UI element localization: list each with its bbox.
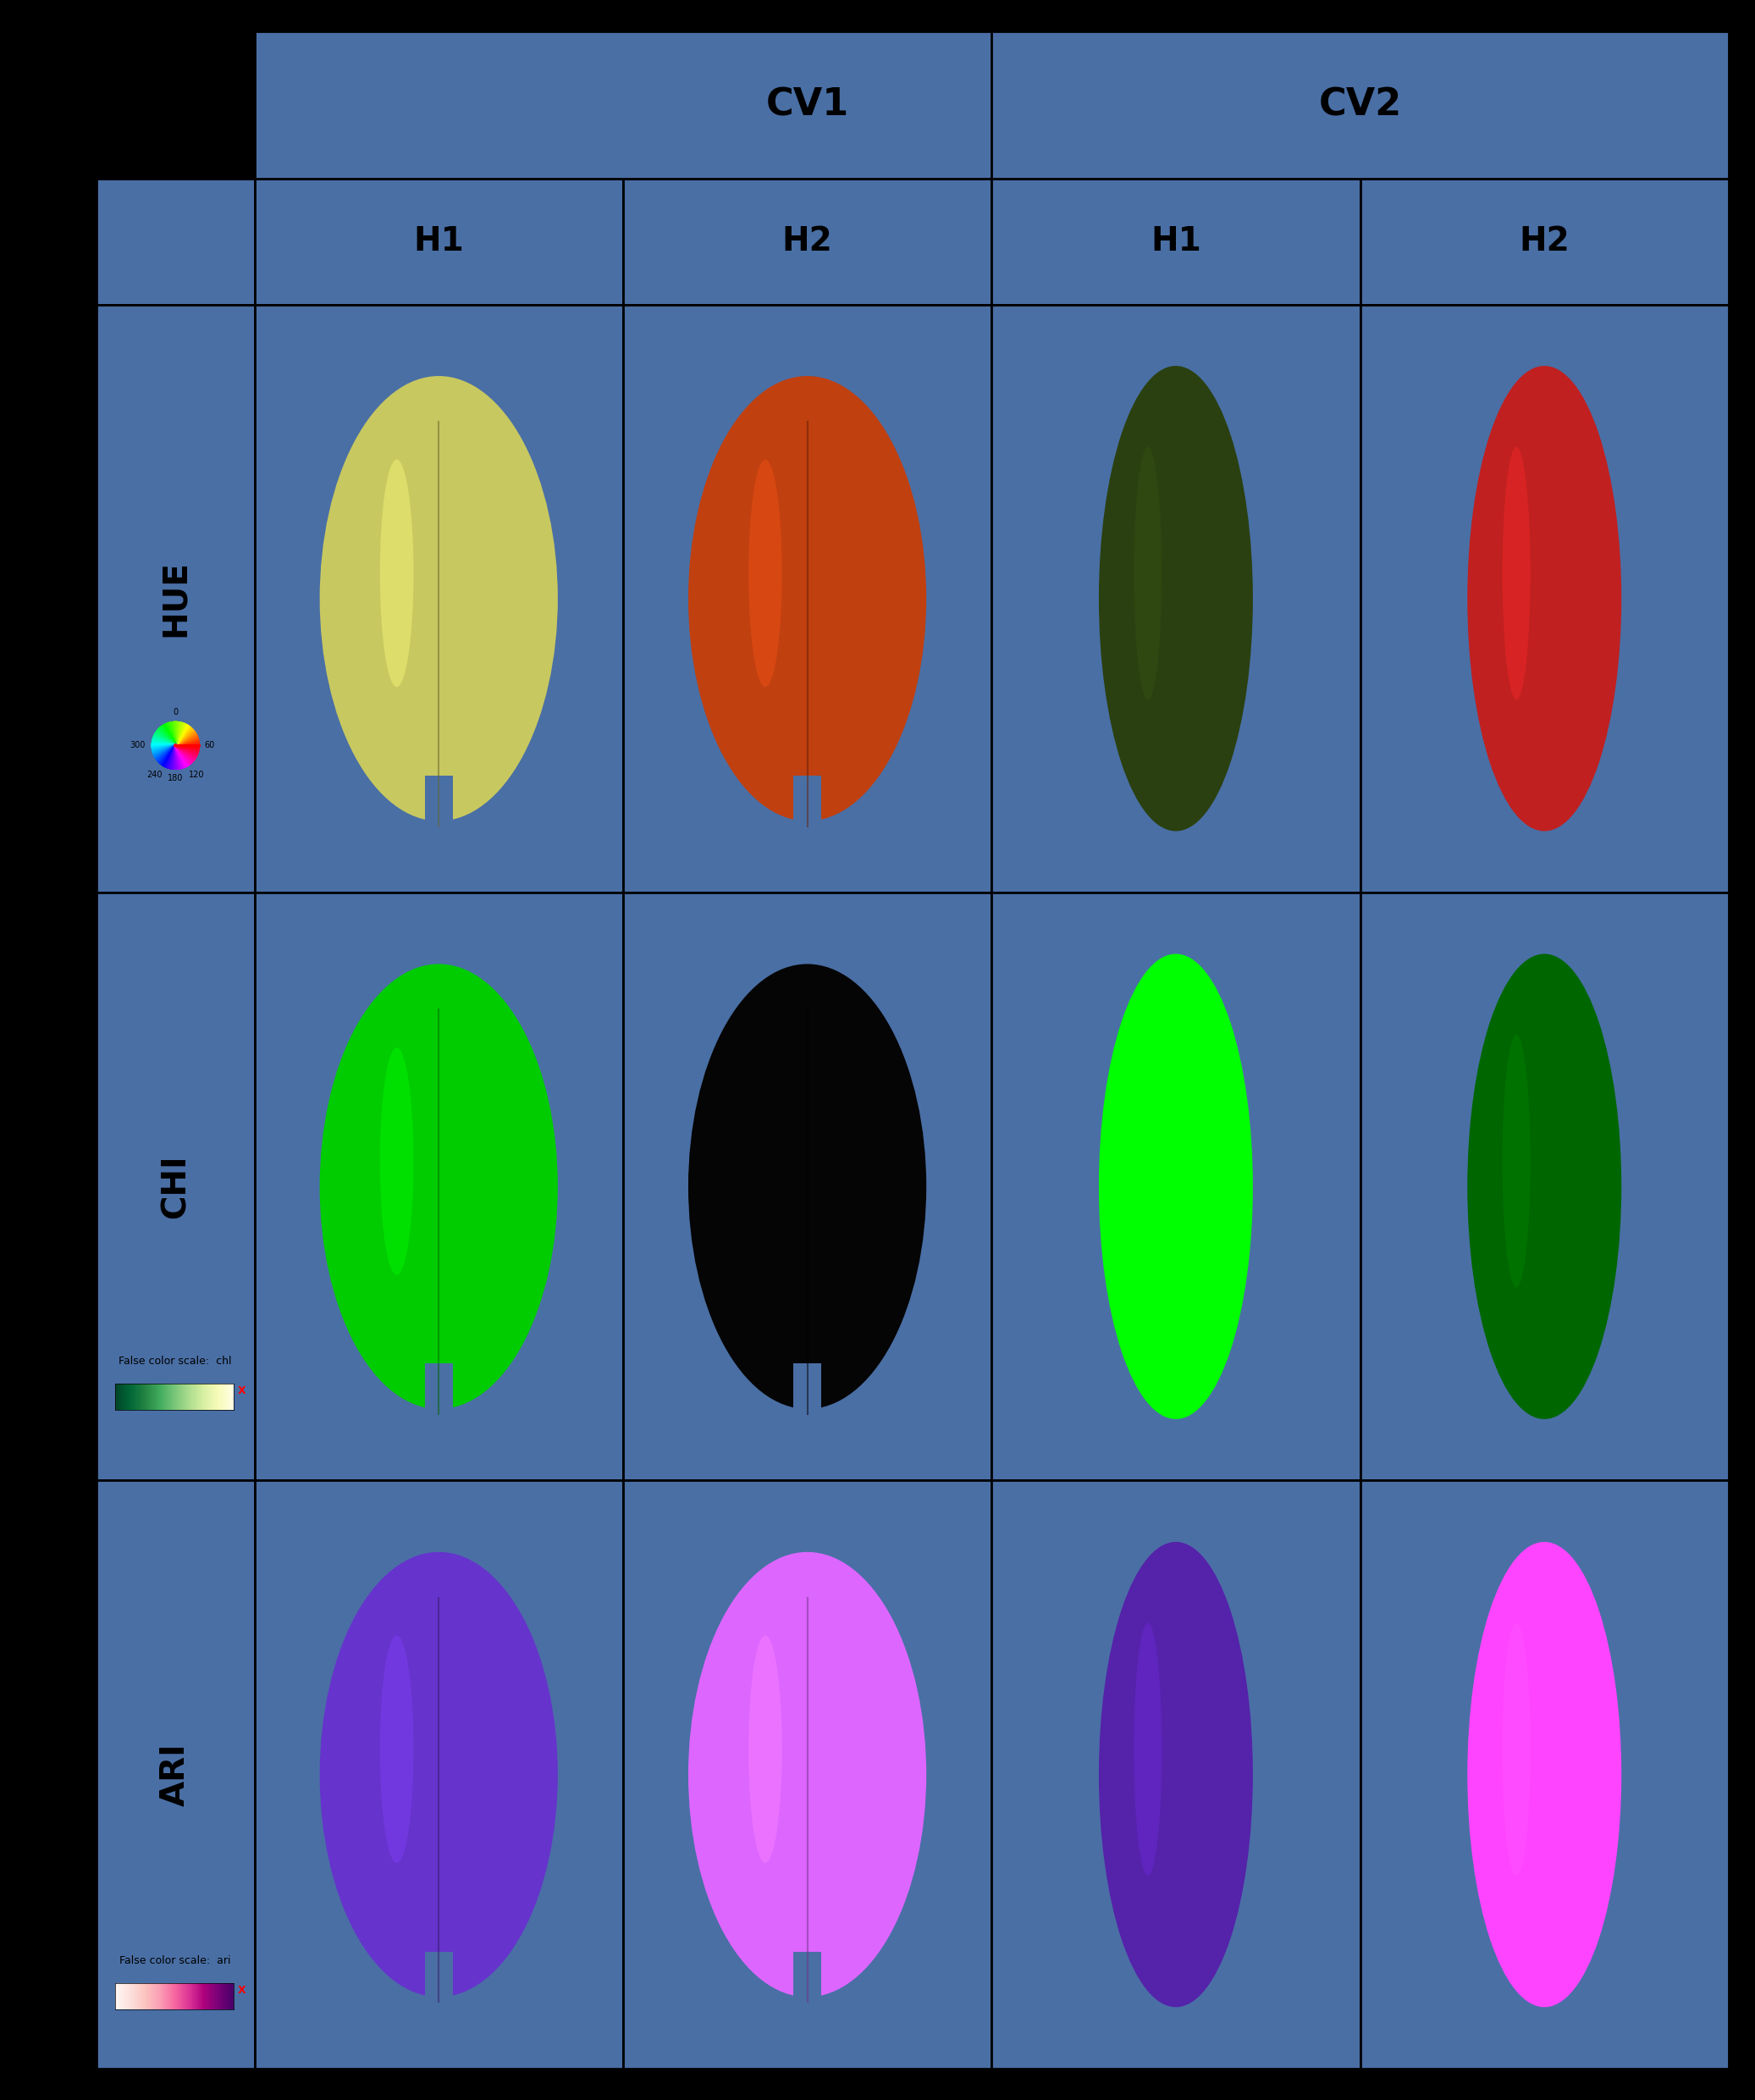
Ellipse shape — [688, 1552, 927, 1997]
Ellipse shape — [1467, 953, 1622, 1420]
Bar — [793, 775, 821, 851]
Bar — [623, 179, 992, 304]
Ellipse shape — [1134, 447, 1162, 699]
Bar — [623, 892, 992, 1481]
Text: H1: H1 — [1151, 225, 1200, 258]
Ellipse shape — [319, 964, 558, 1409]
Ellipse shape — [319, 376, 558, 821]
Bar — [97, 31, 254, 179]
Bar — [254, 179, 623, 304]
Bar — [793, 1951, 821, 2026]
Ellipse shape — [688, 376, 927, 821]
Bar — [254, 892, 623, 1481]
Ellipse shape — [379, 1636, 414, 1863]
Ellipse shape — [748, 1048, 783, 1275]
Ellipse shape — [1502, 447, 1530, 699]
Text: CV2: CV2 — [1318, 86, 1402, 124]
Ellipse shape — [1467, 365, 1622, 832]
Ellipse shape — [1099, 365, 1253, 832]
Ellipse shape — [379, 460, 414, 687]
Bar — [97, 892, 254, 1481]
Ellipse shape — [1467, 1541, 1622, 2008]
Text: H1: H1 — [414, 225, 463, 258]
Ellipse shape — [1099, 1541, 1253, 2008]
Bar — [425, 775, 453, 851]
Bar — [623, 304, 992, 892]
Text: CHI: CHI — [160, 1155, 191, 1218]
Text: X: X — [237, 1384, 246, 1397]
Bar — [992, 1480, 1360, 2068]
Text: HUE: HUE — [160, 561, 191, 636]
Bar — [992, 304, 1360, 892]
Ellipse shape — [748, 1636, 783, 1863]
Text: ARI: ARI — [160, 1743, 191, 1806]
Ellipse shape — [1502, 1035, 1530, 1287]
Ellipse shape — [1099, 953, 1253, 1420]
Bar — [425, 1951, 453, 2026]
Bar — [254, 31, 1360, 179]
Ellipse shape — [319, 1552, 558, 1997]
Bar — [1360, 892, 1729, 1481]
Bar — [1360, 179, 1729, 304]
Ellipse shape — [748, 460, 783, 687]
Text: 240: 240 — [147, 771, 163, 779]
Ellipse shape — [379, 1048, 414, 1275]
Text: X: X — [237, 1984, 246, 1995]
Bar — [992, 179, 1360, 304]
Bar — [97, 179, 254, 304]
Bar — [254, 304, 623, 892]
Text: 180: 180 — [168, 775, 183, 783]
Bar — [425, 1363, 453, 1439]
Bar — [1360, 304, 1729, 892]
Text: 0: 0 — [174, 708, 177, 716]
Ellipse shape — [1134, 1623, 1162, 1875]
Bar — [623, 1480, 992, 2068]
Ellipse shape — [1134, 1035, 1162, 1287]
Bar — [97, 304, 254, 892]
Bar — [992, 31, 1729, 179]
Text: CV1: CV1 — [765, 86, 849, 124]
Bar — [254, 1480, 623, 2068]
Bar — [992, 892, 1360, 1481]
Bar — [97, 1480, 254, 2068]
Ellipse shape — [688, 964, 927, 1409]
Text: False color scale:  chl: False color scale: chl — [118, 1357, 232, 1367]
Text: False color scale:  ari: False color scale: ari — [119, 1955, 230, 1966]
Text: 60: 60 — [204, 741, 214, 750]
Ellipse shape — [1502, 1623, 1530, 1875]
Text: 300: 300 — [130, 741, 146, 750]
Bar — [1360, 1480, 1729, 2068]
Text: 120: 120 — [188, 771, 204, 779]
Text: H2: H2 — [783, 225, 832, 258]
Bar — [793, 1363, 821, 1439]
Text: H2: H2 — [1520, 225, 1569, 258]
